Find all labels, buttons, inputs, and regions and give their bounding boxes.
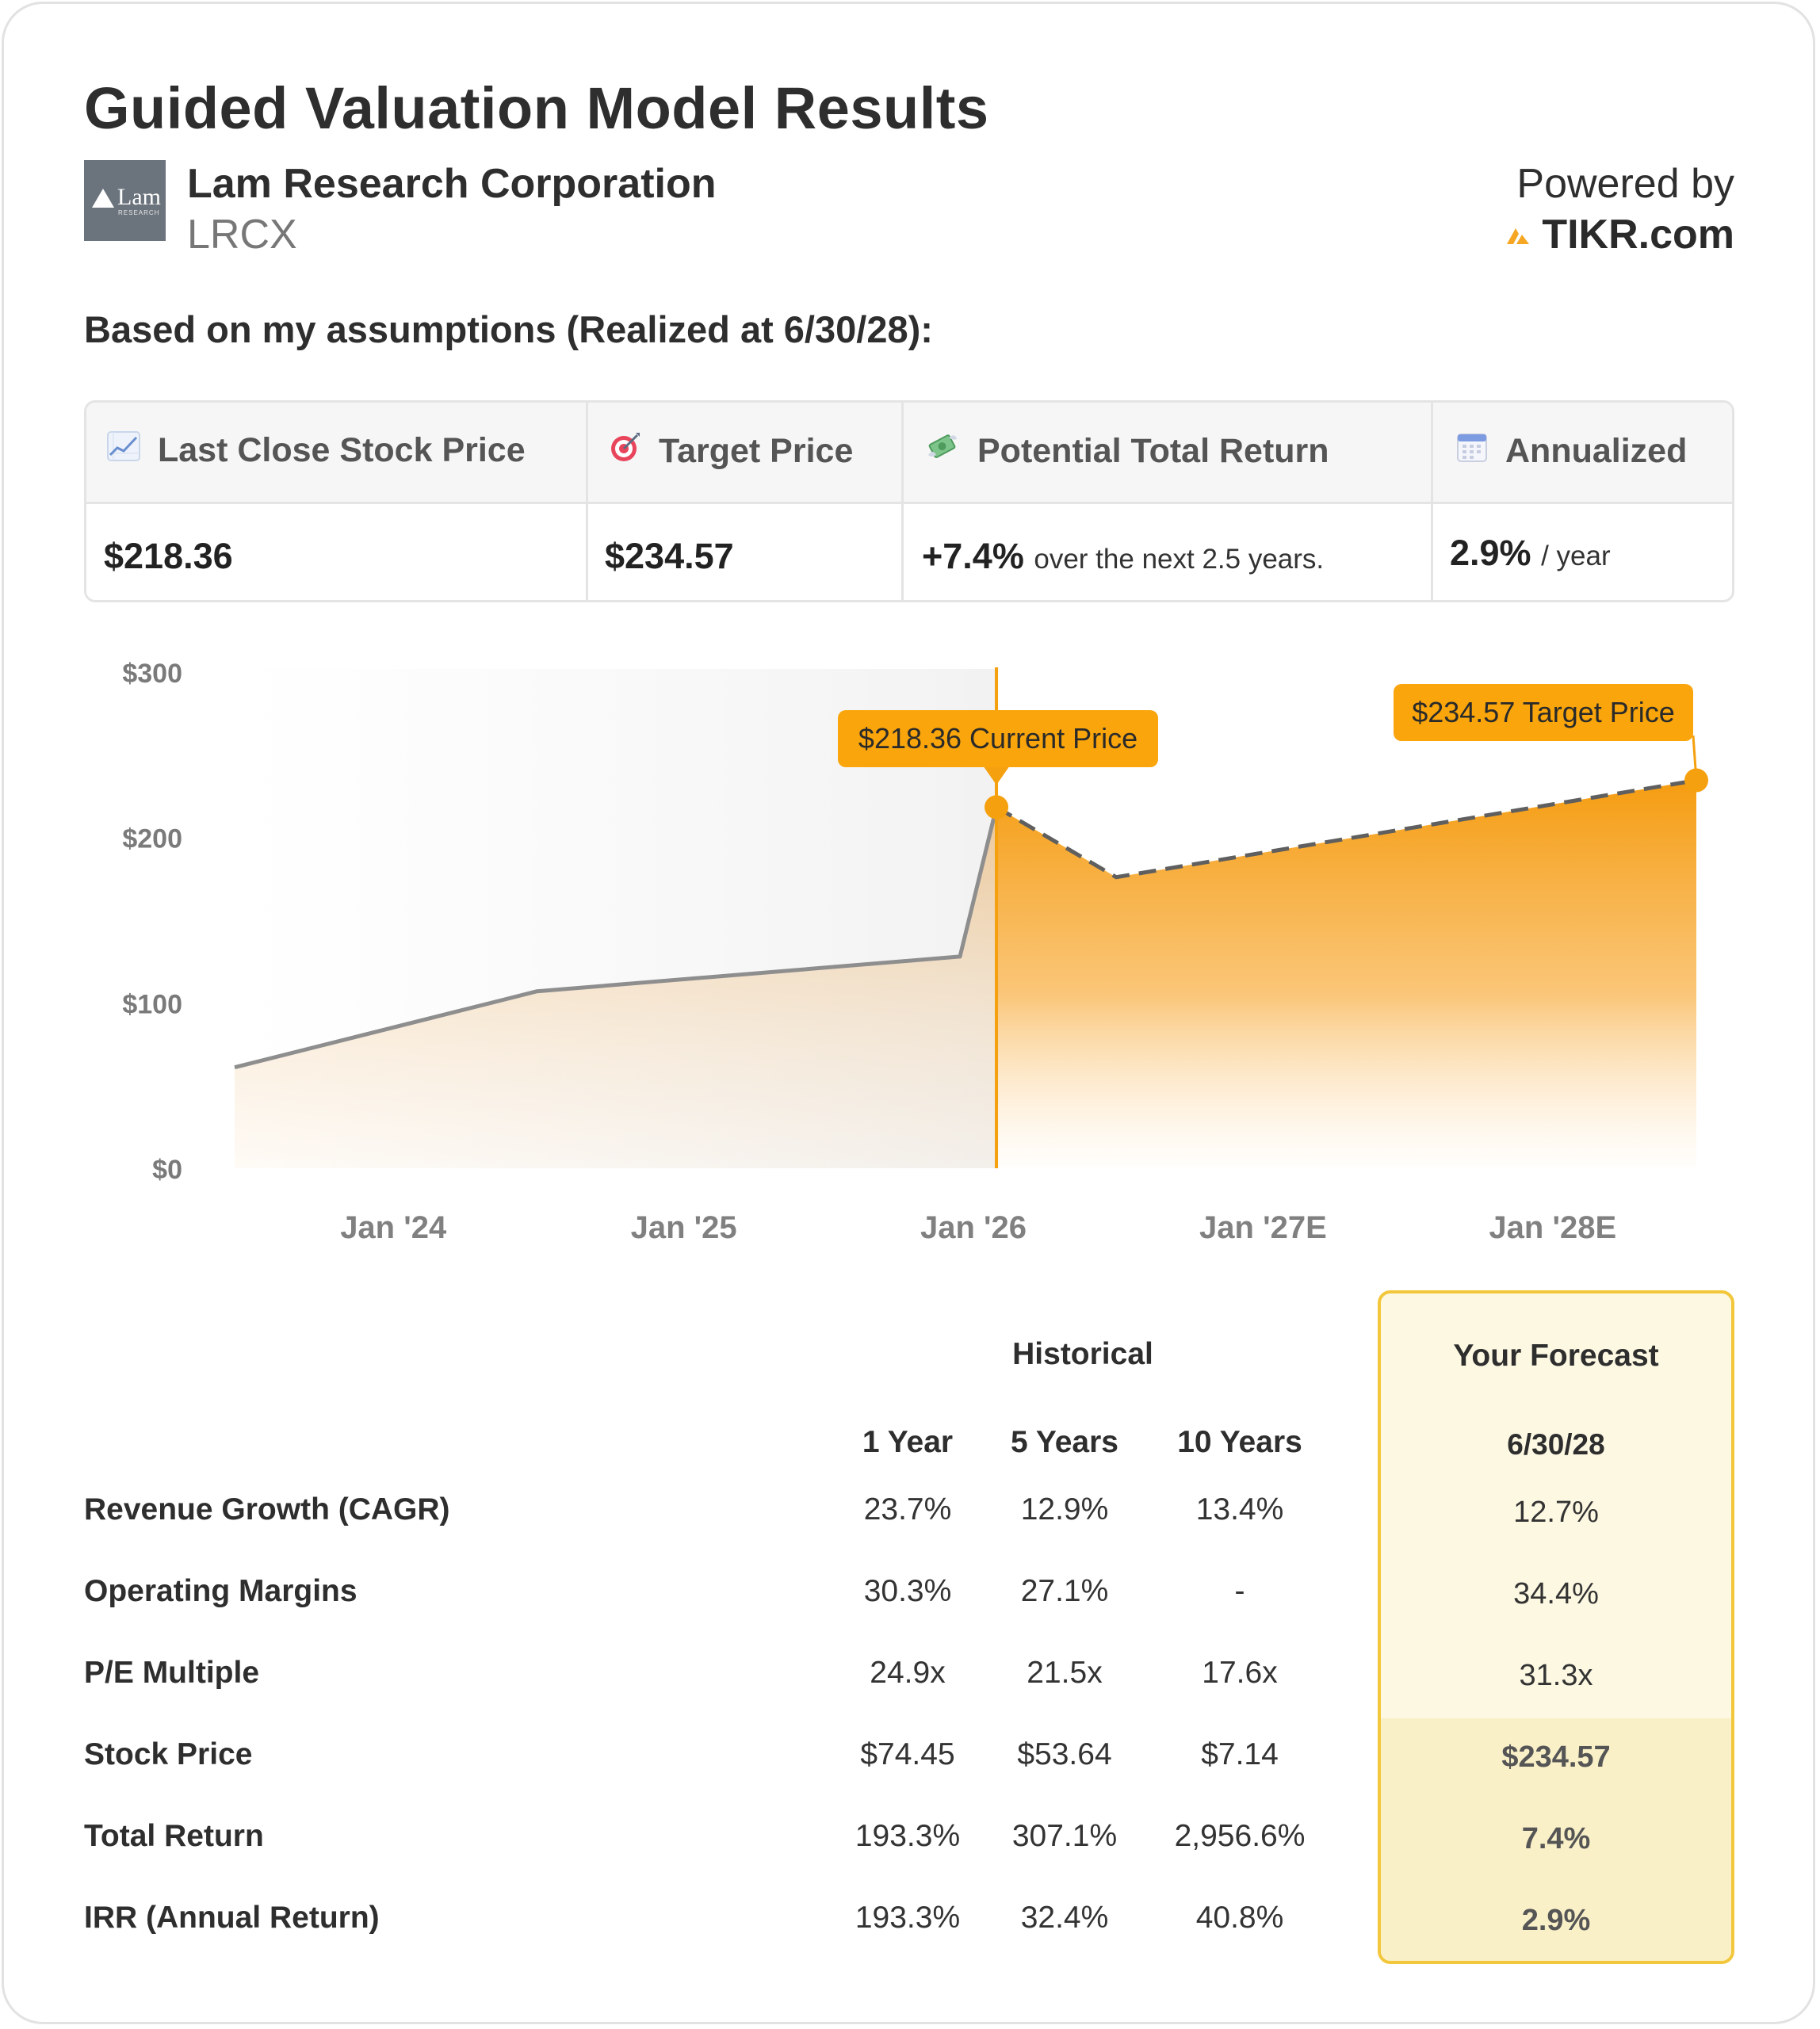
y-axis-tick-label: $100 xyxy=(122,989,182,1019)
summary-divider xyxy=(901,403,904,600)
forecast-area xyxy=(996,780,1696,1168)
target-price-callout: $234.57 Target Price xyxy=(1394,683,1693,741)
tikr-brand-text: TIKR.com xyxy=(1542,212,1734,258)
value-target: $234.57 xyxy=(605,536,734,576)
header-return-label: Potential Total Return xyxy=(977,432,1329,470)
table-cell: 23.7% xyxy=(863,1492,952,1527)
value-return-note: over the next 2.5 years. xyxy=(1034,544,1325,575)
money-with-wings-icon xyxy=(925,431,960,472)
summary-divider xyxy=(1431,403,1433,600)
value-return: +7.4% over the next 2.5 years. xyxy=(922,536,1324,577)
table-row-label: Stock Price xyxy=(84,1737,253,1771)
header-target-label: Target Price xyxy=(659,432,854,470)
current-callout-pointer xyxy=(984,766,1010,785)
table-cell: 13.4% xyxy=(1195,1492,1284,1527)
forecast-cell: 34.4% xyxy=(1513,1577,1599,1611)
header-last-close: Last Close Stock Price xyxy=(107,431,526,470)
table-cell: 307.1% xyxy=(1011,1819,1118,1853)
company-ticker: LRCX xyxy=(187,212,297,258)
calendar-icon xyxy=(1456,431,1488,472)
value-annualized-note: / year xyxy=(1541,541,1611,571)
period-5-years: 5 Years xyxy=(1011,1425,1118,1459)
historical-area xyxy=(235,807,997,1168)
forecast-cell: 7.4% xyxy=(1521,1822,1591,1855)
chart-increasing-icon xyxy=(107,431,140,470)
assumptions-heading: Based on my assumptions (Realized at 6/3… xyxy=(84,308,933,350)
table-cell: $7.14 xyxy=(1201,1737,1279,1771)
historical-price-line xyxy=(234,806,999,1070)
table-cell: 193.3% xyxy=(855,1819,961,1853)
table-cell: 32.4% xyxy=(1020,1901,1109,1935)
table-row-label: IRR (Annual Return) xyxy=(84,1901,380,1935)
forecast-cell: 31.3x xyxy=(1519,1659,1593,1692)
table-cell: 30.3% xyxy=(863,1574,952,1608)
value-annualized-percent: 2.9% xyxy=(1450,533,1531,573)
summary-table: Last Close Stock Price Target Price xyxy=(84,400,1734,602)
company-name: Lam Research Corporation xyxy=(187,161,717,207)
header-target: Target Price xyxy=(610,431,853,472)
period-1-year: 1 Year xyxy=(862,1425,954,1459)
table-cell: 24.9x xyxy=(870,1656,946,1690)
forecast-price-line xyxy=(995,778,1697,880)
page-title: Guided Valuation Model Results xyxy=(84,75,989,141)
x-axis-tick-label: Jan '28E xyxy=(1489,1210,1616,1245)
logo-wordmark: Lam xyxy=(117,184,161,210)
forecast-highlight xyxy=(1381,1718,1731,1961)
table-cell: $53.64 xyxy=(1017,1737,1112,1771)
x-axis-tick-label: Jan '24 xyxy=(340,1210,447,1245)
period-10-years: 10 Years xyxy=(1177,1425,1302,1459)
table-cell: 21.5x xyxy=(1027,1656,1103,1690)
current-price-point xyxy=(985,795,1009,820)
powered-by-label: Powered by xyxy=(1516,161,1734,207)
y-axis-tick-label: $0 xyxy=(152,1155,182,1185)
table-cell: - xyxy=(1234,1574,1245,1608)
target-icon xyxy=(610,431,641,472)
header-annualized-label: Annualized xyxy=(1505,432,1688,470)
x-axis-tick-label: Jan '26 xyxy=(920,1210,1027,1245)
table-cell: 12.9% xyxy=(1020,1492,1109,1527)
target-price-point xyxy=(1684,768,1708,793)
logo-subtext: RESEARCH xyxy=(118,209,160,216)
table-row-label: Operating Margins xyxy=(84,1574,358,1608)
header-annualized: Annualized xyxy=(1456,431,1687,472)
table-row-label: Total Return xyxy=(84,1819,264,1853)
summary-divider xyxy=(586,403,588,600)
company-logo: Lam RESEARCH xyxy=(84,160,166,241)
tikr-brand-link[interactable]: TIKR.com xyxy=(1505,211,1734,258)
forecast-cell: $234.57 xyxy=(1501,1741,1611,1774)
y-axis-tick-label: $300 xyxy=(122,659,182,689)
tikr-logo-icon xyxy=(1507,228,1530,244)
forecast-heading: Your Forecast xyxy=(1453,1339,1659,1373)
table-cell: 193.3% xyxy=(855,1901,961,1935)
forecast-cell: 2.9% xyxy=(1521,1904,1591,1937)
value-annualized: 2.9% / year xyxy=(1450,533,1611,574)
current-price-callout: $218.36 Current Price xyxy=(838,710,1159,768)
table-cell: 2,956.6% xyxy=(1174,1819,1306,1853)
x-axis-tick-label: Jan '25 xyxy=(631,1210,737,1245)
logo-triangle-icon xyxy=(92,189,114,208)
forecast-date: 6/30/28 xyxy=(1507,1428,1605,1461)
value-last-close: $218.36 xyxy=(104,536,233,576)
forecast-column xyxy=(1378,1290,1734,1964)
historical-heading: Historical xyxy=(1012,1337,1153,1371)
x-axis-tick-label: Jan '27E xyxy=(1199,1210,1327,1245)
header-return: Potential Total Return xyxy=(925,431,1329,472)
forecast-cell: 12.7% xyxy=(1513,1496,1599,1529)
table-cell: $74.45 xyxy=(860,1737,955,1771)
table-row-label: Revenue Growth (CAGR) xyxy=(84,1492,450,1527)
header-last-close-label: Last Close Stock Price xyxy=(158,431,526,469)
value-return-percent: +7.4% xyxy=(922,536,1024,576)
table-cell: 40.8% xyxy=(1195,1901,1284,1935)
y-axis-tick-label: $200 xyxy=(122,824,182,854)
table-cell: 27.1% xyxy=(1020,1574,1109,1608)
table-row-label: P/E Multiple xyxy=(84,1656,260,1690)
table-cell: 17.6x xyxy=(1202,1656,1278,1690)
